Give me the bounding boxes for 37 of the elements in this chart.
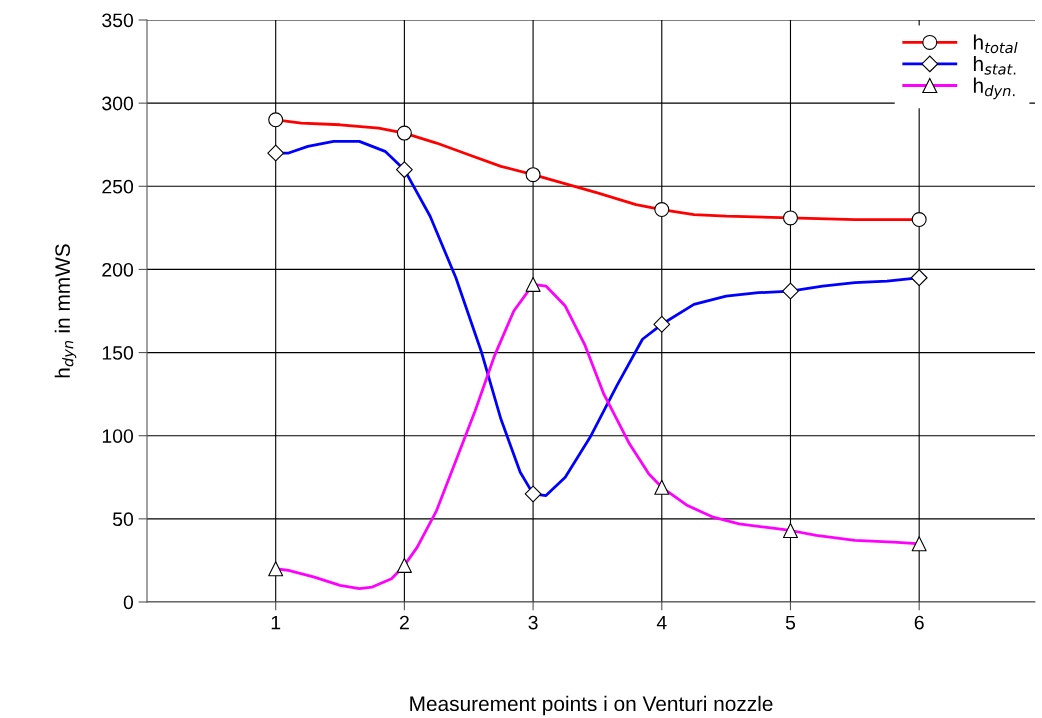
point — [525, 167, 541, 183]
point — [396, 125, 412, 141]
x-tick-label: 5 — [785, 615, 796, 630]
y-axis-title: h$_{dyn}$ in mmWS — [54, 244, 77, 378]
point — [654, 479, 670, 495]
point — [910, 269, 928, 287]
x-tick-label: 1 — [271, 615, 281, 630]
point — [524, 485, 542, 503]
x-axis-title: Measurement points i on Venturi nozzle — [410, 695, 773, 716]
legend-label: h$_{total}$ — [973, 34, 1018, 54]
y-tick-label: 200 — [102, 262, 134, 277]
point — [396, 557, 412, 573]
point — [911, 212, 927, 228]
point — [782, 282, 799, 300]
point — [653, 315, 671, 333]
x-tick-label: 4 — [656, 615, 667, 630]
point — [654, 202, 670, 218]
y-tick-label: 150 — [102, 346, 134, 360]
point — [782, 522, 798, 538]
legend-label: h$_{stat.}$ — [973, 55, 1016, 75]
y-tick-label: 350 — [102, 13, 134, 28]
point — [268, 112, 284, 128]
y-tick-label: 300 — [102, 96, 134, 111]
point — [267, 144, 285, 162]
point — [268, 561, 284, 577]
x-tick-label: 3 — [528, 615, 538, 630]
legend-label: h$_{dyn.}$ — [973, 77, 1015, 100]
y-tick-label: 250 — [102, 179, 134, 194]
point — [911, 536, 927, 552]
y-tick-label: 100 — [102, 429, 134, 443]
y-tick-label: 0 — [123, 595, 134, 610]
x-tick-label: 2 — [399, 615, 409, 630]
point — [395, 161, 413, 179]
point — [525, 276, 541, 292]
x-tick-label: 6 — [914, 615, 924, 630]
point — [782, 210, 798, 226]
y-tick-label: 50 — [112, 512, 134, 527]
